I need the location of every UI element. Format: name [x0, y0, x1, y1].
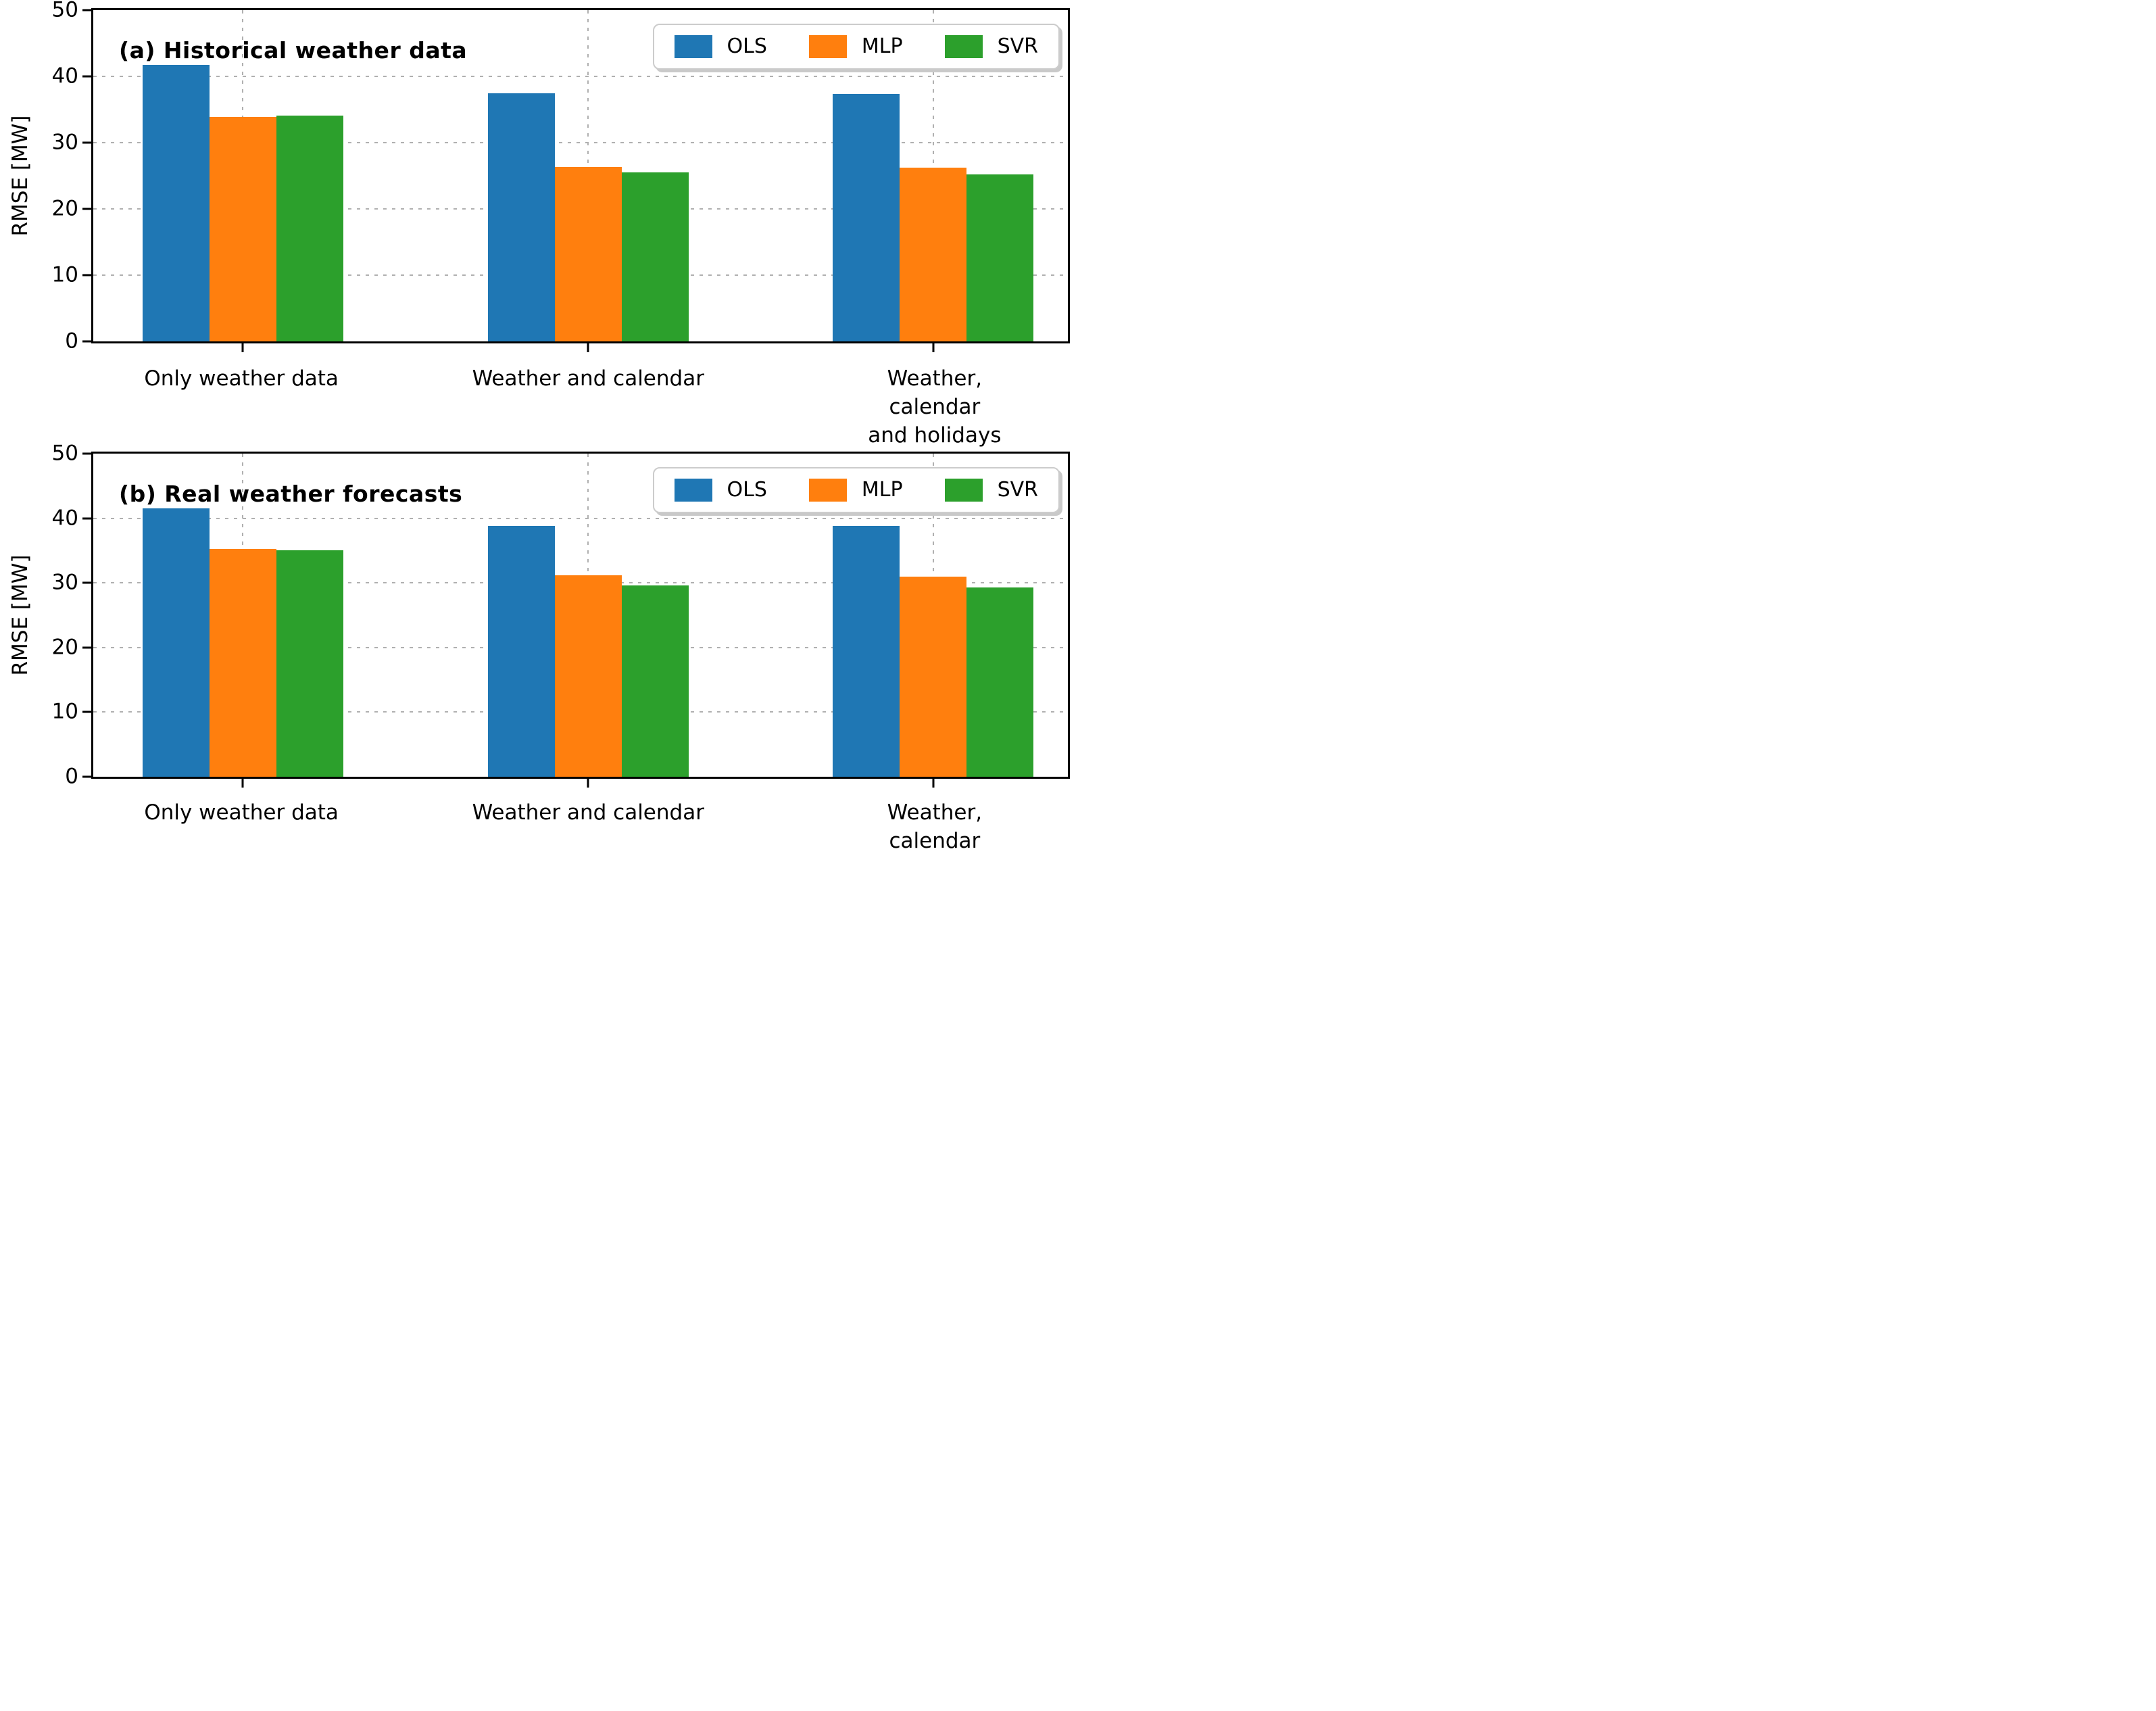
x-tick-mark-group3 — [932, 343, 935, 352]
legend-label-svr: SVR — [997, 478, 1038, 502]
x-tick-label: Weather, calendar and holidays — [887, 800, 983, 853]
y-tick-mark-0 — [82, 775, 91, 778]
axes-subplot-a: (a) Historical weather data OLS MLP SVR … — [52, 0, 1070, 352]
y-axis-label-a: RMSE [MW] — [8, 115, 32, 237]
bar-ols-group1 — [142, 508, 210, 777]
ols-color-swatch — [674, 479, 712, 502]
svr-color-swatch — [944, 35, 983, 58]
y-tick-label-40: 40 — [51, 64, 78, 89]
x-tick-mark-group2 — [587, 779, 589, 788]
y-tick-mark-40 — [82, 517, 91, 520]
y-tick-label-50: 50 — [51, 0, 78, 22]
mlp-color-swatch — [808, 35, 847, 58]
bar-mlp-group2 — [554, 575, 622, 777]
y-tick-mark-50 — [82, 452, 91, 455]
mlp-color-swatch — [808, 479, 847, 502]
legend-item-svr: SVR — [944, 34, 1038, 58]
y-tick-label-20: 20 — [51, 635, 78, 660]
bar-ols-group3 — [833, 94, 900, 341]
ols-color-swatch — [674, 35, 712, 58]
bar-mlp-group1 — [209, 548, 276, 777]
bar-svr-group1 — [276, 550, 343, 777]
bar-svr-group3 — [966, 587, 1034, 777]
legend-label-svr: SVR — [997, 34, 1038, 58]
y-tick-mark-40 — [82, 75, 91, 78]
bar-svr-group1 — [276, 115, 343, 341]
x-tick-label: Only weather data — [144, 800, 339, 825]
bar-svr-group2 — [621, 172, 689, 341]
bar-ols-group3 — [833, 526, 900, 777]
bar-ols-group2 — [487, 526, 555, 777]
y-tick-label-50: 50 — [51, 441, 78, 466]
gridline-y-30 — [93, 142, 1068, 143]
y-tick-label-40: 40 — [51, 506, 78, 531]
subplot-b-title: (b) Real weather forecasts — [119, 481, 463, 507]
svr-color-swatch — [944, 479, 983, 502]
legend-a: OLS MLP SVR — [652, 24, 1060, 70]
legend-label-mlp: MLP — [861, 34, 903, 58]
y-tick-mark-10 — [82, 710, 91, 713]
legend-item-mlp: MLP — [808, 34, 903, 58]
legend-label-ols: OLS — [727, 34, 767, 58]
y-tick-mark-20 — [82, 208, 91, 210]
legend-item-svr: SVR — [944, 478, 1038, 502]
x-tick-label: Weather and calendar — [472, 366, 704, 391]
x-tick-label: Weather, calendar and holidays — [868, 366, 1002, 448]
y-tick-mark-0 — [82, 340, 91, 343]
y-tick-label-30: 30 — [51, 570, 78, 595]
x-tick-label: Only weather data — [144, 366, 339, 391]
subplot-a-title: (a) Historical weather data — [119, 37, 468, 64]
x-tick-mark-group1 — [241, 343, 244, 352]
x-tick-mark-group3 — [932, 779, 935, 788]
bar-mlp-group2 — [554, 167, 622, 341]
gridline-y-40 — [93, 76, 1068, 77]
y-tick-mark-10 — [82, 274, 91, 276]
x-tick-mark-group1 — [241, 779, 244, 788]
bar-svr-group2 — [621, 585, 689, 777]
legend-label-mlp: MLP — [861, 478, 903, 502]
bar-ols-group1 — [142, 65, 210, 341]
legend-label-ols: OLS — [727, 478, 767, 502]
y-tick-label-0: 0 — [65, 329, 78, 354]
bar-svr-group3 — [966, 174, 1034, 341]
bar-mlp-group1 — [209, 116, 276, 341]
y-tick-label-20: 20 — [51, 196, 78, 221]
legend-item-ols: OLS — [674, 478, 767, 502]
y-tick-mark-30 — [82, 581, 91, 584]
gridline-y-40 — [93, 517, 1068, 519]
y-tick-mark-20 — [82, 646, 91, 649]
legend-b: OLS MLP SVR — [652, 467, 1060, 513]
y-tick-label-30: 30 — [51, 130, 78, 155]
y-tick-mark-50 — [82, 9, 91, 11]
x-tick-label: Weather and calendar — [472, 800, 704, 825]
legend-item-mlp: MLP — [808, 478, 903, 502]
y-tick-label-10: 10 — [51, 699, 78, 724]
y-tick-label-0: 0 — [65, 764, 78, 789]
figure: RMSE [MW] (a) Historical weather data OL… — [0, 0, 1078, 856]
axes-subplot-b: (b) Real weather forecasts OLS MLP SVR 0… — [52, 443, 1070, 788]
y-tick-label-10: 10 — [51, 262, 78, 287]
legend-item-ols: OLS — [674, 34, 767, 58]
y-axis-label-b: RMSE [MW] — [8, 554, 32, 676]
y-tick-mark-30 — [82, 141, 91, 144]
bar-mlp-group3 — [900, 576, 967, 777]
x-tick-mark-group2 — [587, 343, 589, 352]
bar-ols-group2 — [487, 93, 555, 341]
bar-mlp-group3 — [900, 168, 967, 341]
